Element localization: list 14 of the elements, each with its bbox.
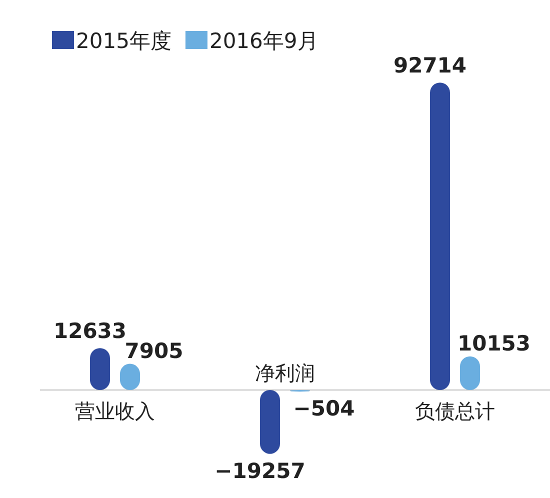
x-tick-label: 负债总计 xyxy=(415,398,495,423)
data-label: 10153 xyxy=(457,331,531,356)
data-label: −19257 xyxy=(214,458,306,483)
bar xyxy=(260,390,280,454)
data-label: 92714 xyxy=(393,54,467,78)
data-label: 7905 xyxy=(124,338,184,363)
x-tick-label: 净利润 xyxy=(255,360,315,385)
legend-label: 2016年9月 xyxy=(209,29,318,53)
bar xyxy=(90,348,110,390)
x-tick-label: 营业收入 xyxy=(75,398,155,423)
bar xyxy=(430,82,450,390)
data-label: 12633 xyxy=(53,319,127,344)
legend-label: 2015年度 xyxy=(76,29,172,53)
data-label: −504 xyxy=(293,396,355,421)
